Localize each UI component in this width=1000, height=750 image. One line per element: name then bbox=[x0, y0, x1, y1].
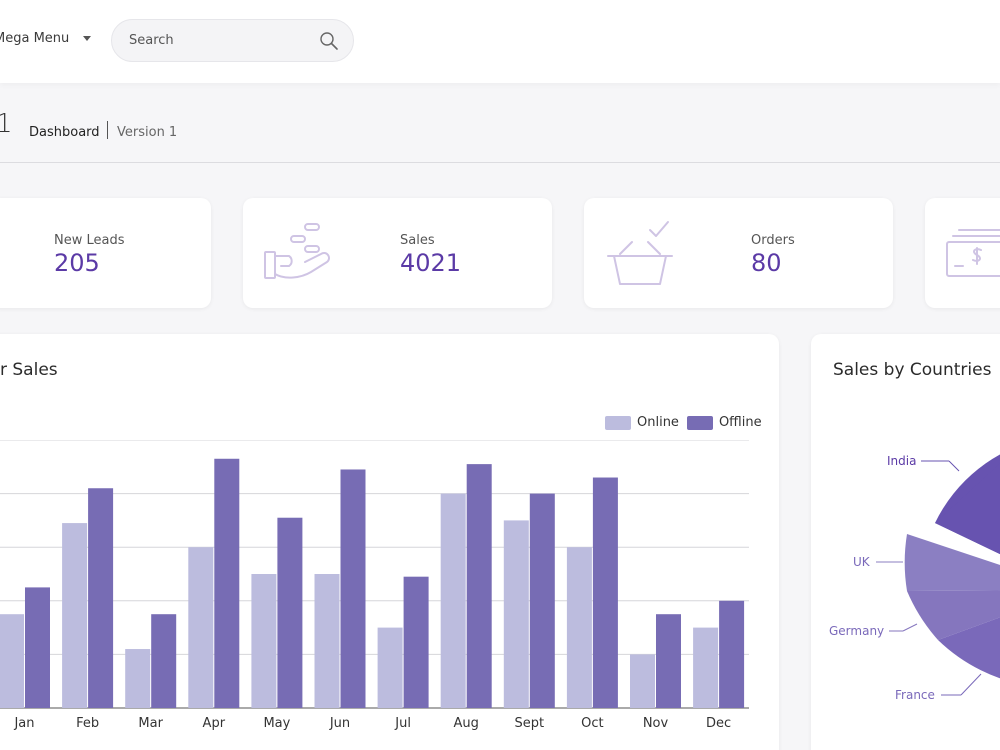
legend-item-online[interactable]: Online bbox=[605, 415, 679, 430]
legend-swatch-online bbox=[605, 415, 631, 430]
legend-swatch-offline bbox=[686, 415, 713, 430]
bar-offline-aug[interactable] bbox=[466, 464, 492, 708]
hand-coins-icon bbox=[263, 222, 335, 288]
x-tick-label: Aug bbox=[454, 716, 479, 731]
legend-label-online: Online bbox=[637, 415, 679, 430]
top-bar: Mega Menu bbox=[0, 0, 1000, 83]
x-tick-label: Oct bbox=[581, 716, 603, 731]
bar-online-mar[interactable] bbox=[125, 649, 151, 708]
page-title: 1 bbox=[0, 109, 13, 139]
sales-chart-title: r Sales bbox=[0, 360, 58, 380]
bar-offline-jul[interactable] bbox=[403, 576, 429, 708]
search-box bbox=[111, 19, 354, 62]
chevron-down-icon bbox=[83, 36, 92, 41]
stat-value: 4021 bbox=[400, 249, 462, 277]
mega-menu-dropdown[interactable]: Mega Menu bbox=[0, 31, 92, 46]
pie-label-germany: Germany bbox=[829, 624, 884, 638]
pie-label-uk: UK bbox=[853, 555, 871, 569]
x-tick-label: Feb bbox=[76, 716, 99, 731]
x-tick-label: Jul bbox=[394, 716, 411, 731]
pie-slice-france[interactable] bbox=[938, 590, 1000, 686]
chart-legend: Online Offline bbox=[605, 415, 770, 430]
bar-offline-sept[interactable] bbox=[529, 493, 555, 708]
legend-label-offline: Offline bbox=[718, 415, 762, 430]
pie-slice-germany[interactable] bbox=[907, 590, 1000, 640]
bar-online-feb[interactable] bbox=[62, 523, 88, 708]
bar-offline-apr[interactable] bbox=[214, 458, 240, 708]
breadcrumb-item-version: Version 1 bbox=[117, 125, 178, 140]
x-tick-label: Apr bbox=[203, 716, 226, 731]
bar-offline-nov[interactable] bbox=[656, 614, 681, 708]
pie-slice-uk[interactable] bbox=[904, 534, 1000, 591]
bar-offline-jan[interactable] bbox=[25, 587, 50, 708]
bar-offline-may[interactable] bbox=[277, 517, 303, 708]
bar-online-jan[interactable] bbox=[0, 614, 24, 708]
stat-value: 205 bbox=[54, 249, 100, 277]
mega-menu-label: Mega Menu bbox=[0, 31, 70, 46]
stat-value: 80 bbox=[751, 249, 782, 277]
x-tick-label: Sept bbox=[514, 716, 544, 731]
bar-online-aug[interactable] bbox=[440, 493, 466, 708]
breadcrumb: 1 Dashboard Version 1 bbox=[0, 95, 1000, 163]
bar-offline-dec[interactable] bbox=[719, 600, 745, 708]
x-tick-label: Jun bbox=[329, 716, 350, 731]
bar-online-apr[interactable] bbox=[188, 547, 214, 708]
sales-bar-chart: Jan Feb Mar Apr May Jun Jul Aug Sept Oct Nov Dec bbox=[0, 440, 749, 731]
pie-label-india: India bbox=[887, 454, 916, 468]
x-tick-label: May bbox=[263, 716, 290, 731]
bar-online-nov[interactable] bbox=[630, 654, 655, 708]
breadcrumb-item-dashboard[interactable]: Dashboard bbox=[29, 125, 100, 140]
stat-label: Orders bbox=[751, 233, 795, 248]
bar-online-oct[interactable] bbox=[566, 547, 592, 708]
pie-label-france: France bbox=[895, 688, 935, 702]
bar-offline-mar[interactable] bbox=[151, 614, 177, 708]
bar-online-may[interactable] bbox=[251, 574, 277, 708]
stat-card-orders: Orders 80 bbox=[584, 198, 893, 308]
stat-card-revenue bbox=[925, 198, 1000, 308]
x-tick-label: Jan bbox=[13, 716, 34, 731]
stat-card-new-leads: New Leads 205 bbox=[0, 198, 211, 308]
money-bills-icon bbox=[945, 228, 1000, 284]
legend-item-offline[interactable]: Offline bbox=[686, 415, 762, 430]
breadcrumb-divider bbox=[107, 121, 108, 139]
bar-offline-oct[interactable] bbox=[592, 477, 618, 708]
bar-online-jul[interactable] bbox=[377, 627, 403, 708]
countries-chart-title: Sales by Countries bbox=[833, 360, 992, 380]
search-icon[interactable] bbox=[319, 31, 339, 55]
x-tick-label: Nov bbox=[643, 716, 669, 731]
bar-online-sept[interactable] bbox=[503, 520, 529, 708]
search-input[interactable] bbox=[129, 33, 309, 48]
countries-pie-chart: India UK Germany France bbox=[829, 454, 1000, 702]
bar-offline-feb[interactable] bbox=[88, 488, 114, 708]
countries-chart-card: Sales by Countries India UK Germany Fran… bbox=[811, 334, 1000, 750]
stat-label: New Leads bbox=[54, 233, 125, 248]
x-tick-label: Dec bbox=[706, 716, 731, 731]
bar-online-dec[interactable] bbox=[693, 627, 719, 708]
x-tick-label: Mar bbox=[138, 716, 163, 731]
pie-slice-india-ext2 bbox=[935, 463, 1000, 555]
stat-label: Sales bbox=[400, 233, 435, 248]
bar-online-jun[interactable] bbox=[314, 574, 340, 708]
basket-check-icon bbox=[606, 218, 674, 294]
stat-card-sales: Sales 4021 bbox=[243, 198, 552, 308]
bar-offline-jun[interactable] bbox=[340, 469, 366, 708]
